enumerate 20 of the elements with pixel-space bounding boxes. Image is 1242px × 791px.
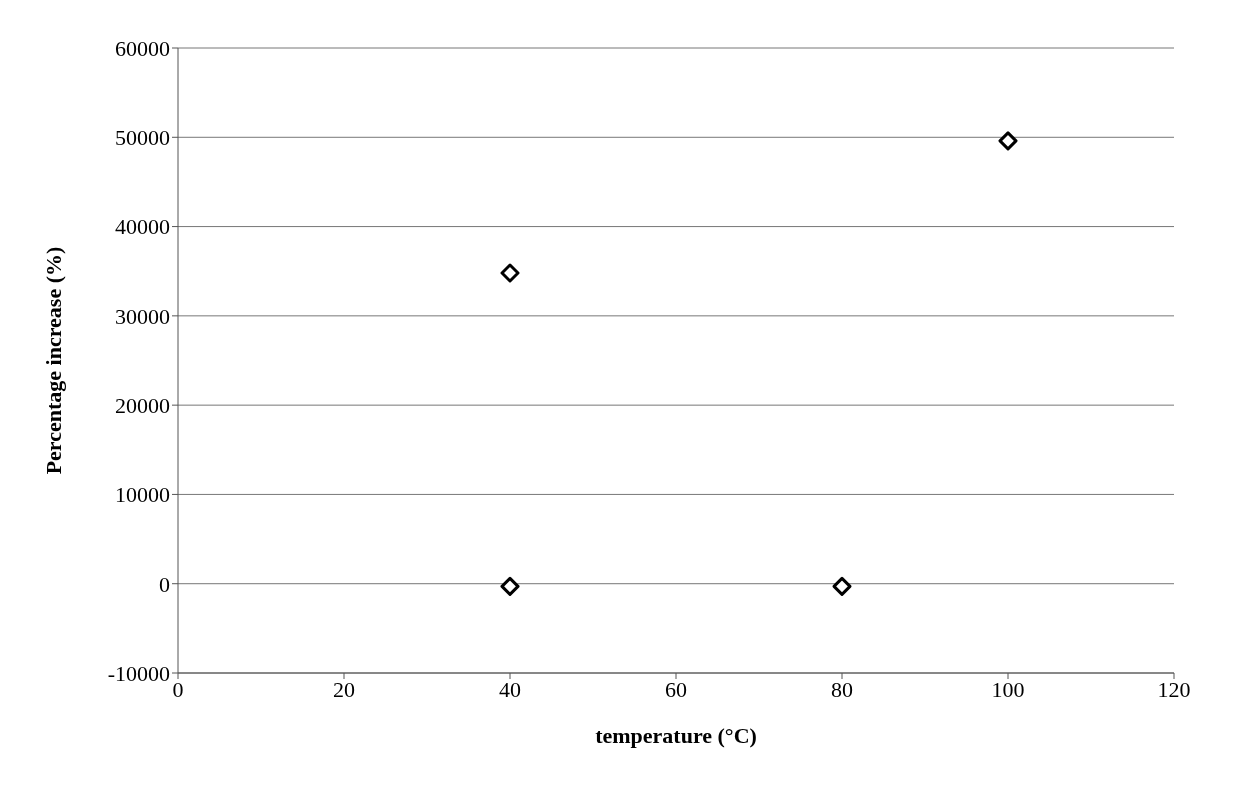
y-tick-label: 30000	[115, 303, 170, 329]
x-tick-label: 80	[831, 676, 853, 702]
x-tick-label: 40	[499, 676, 521, 702]
y-tick-label: -10000	[107, 660, 170, 686]
point	[500, 263, 520, 283]
x-tick-label: 100	[991, 676, 1025, 702]
y-tick-label: 60000	[115, 35, 170, 61]
x-tick-label: 120	[1157, 676, 1191, 702]
x-axis-title: temperature (°C)	[595, 723, 757, 748]
y-tick-label: 10000	[115, 482, 170, 508]
y-tick-label: 40000	[115, 214, 170, 240]
point	[500, 576, 520, 596]
point	[832, 576, 852, 596]
x-tick-label: 20	[333, 676, 355, 702]
y-tick-label: 0	[159, 571, 170, 597]
y-axis-title: Percentage increase (%)	[40, 246, 66, 475]
y-tick-label: 50000	[115, 125, 170, 151]
x-tick-label: 60	[665, 676, 687, 702]
y-tick-label: 20000	[115, 392, 170, 418]
point	[998, 131, 1018, 151]
